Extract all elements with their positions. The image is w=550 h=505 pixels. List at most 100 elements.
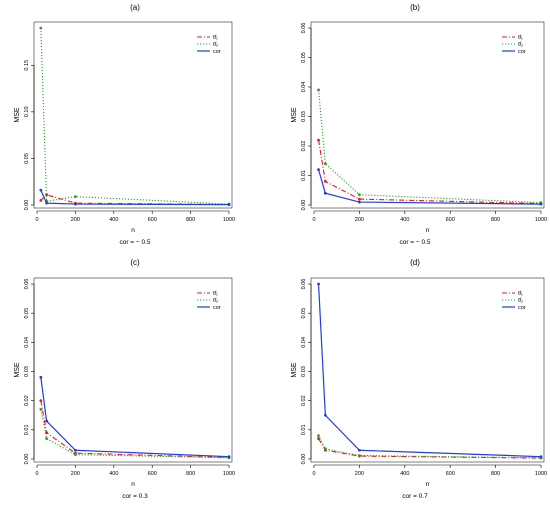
x-tick-label: 400 bbox=[109, 217, 118, 223]
x-tick-label: 0 bbox=[35, 471, 38, 477]
x-tick-label: 800 bbox=[186, 217, 195, 223]
x-tick-label: 600 bbox=[446, 471, 455, 477]
data-point-cor bbox=[323, 191, 327, 195]
x-axis-label: n bbox=[131, 481, 135, 488]
data-point-theta2 bbox=[323, 162, 327, 166]
y-tick-label: 0.00 bbox=[301, 200, 307, 211]
y-tick-label: 0.00 bbox=[301, 454, 307, 465]
panel-caption: cor = − 0.5 bbox=[119, 239, 150, 246]
data-point-cor bbox=[317, 282, 320, 286]
y-tick-label: 0.03 bbox=[301, 366, 307, 377]
y-tick-label: 0.00 bbox=[24, 200, 30, 211]
legend-label: cor bbox=[518, 49, 526, 55]
panel-title: (d) bbox=[410, 258, 420, 267]
y-tick-label: 0.05 bbox=[24, 308, 30, 319]
data-point-theta2 bbox=[39, 26, 43, 30]
x-tick-label: 200 bbox=[355, 471, 364, 477]
data-point-theta2 bbox=[317, 88, 320, 92]
data-point-theta1 bbox=[39, 399, 43, 403]
data-point-cor bbox=[39, 375, 43, 379]
x-axis-label: n bbox=[426, 481, 430, 488]
legend-label: θ̂₂ bbox=[518, 42, 523, 48]
panel-caption: cor = 0.3 bbox=[122, 493, 148, 500]
legend-label: cor bbox=[518, 305, 526, 311]
x-tick-label: 1000 bbox=[223, 471, 235, 477]
x-tick-label: 1000 bbox=[535, 471, 547, 477]
y-tick-label: 0.00 bbox=[24, 454, 30, 465]
series-line-theta2 bbox=[317, 89, 542, 204]
y-tick-label: 0.02 bbox=[301, 141, 307, 152]
plot-frame bbox=[33, 21, 233, 209]
data-point-cor bbox=[74, 448, 77, 452]
legend-label: θ̂₂ bbox=[213, 298, 218, 304]
x-tick-label: 800 bbox=[491, 217, 500, 223]
data-point-cor bbox=[323, 413, 327, 417]
x-tick-label: 1000 bbox=[535, 217, 547, 223]
y-tick-label: 0.04 bbox=[301, 337, 307, 348]
legend-label: cor bbox=[213, 49, 221, 55]
y-tick-label: 0.01 bbox=[24, 424, 30, 435]
x-tick-label: 200 bbox=[355, 217, 364, 223]
data-point-theta1 bbox=[39, 198, 43, 202]
x-tick-label: 400 bbox=[400, 217, 409, 223]
x-tick-label: 600 bbox=[148, 471, 157, 477]
data-point-theta1 bbox=[323, 180, 327, 183]
data-point-theta2 bbox=[74, 195, 77, 199]
y-tick-label: 0.03 bbox=[24, 366, 30, 377]
y-tick-label: 0.05 bbox=[301, 308, 307, 319]
x-tick-label: 0 bbox=[312, 471, 315, 477]
series-line-theta2 bbox=[40, 409, 230, 459]
legend-label: θ̂₁ bbox=[518, 291, 523, 297]
legend-label: cor bbox=[213, 305, 221, 311]
plot-frame bbox=[310, 21, 545, 209]
data-point-cor bbox=[539, 455, 543, 459]
data-point-cor bbox=[358, 448, 361, 452]
y-tick-label: 0.06 bbox=[24, 279, 30, 290]
x-tick-label: 800 bbox=[186, 471, 195, 477]
data-point-cor bbox=[358, 200, 361, 204]
y-axis-label: MSE bbox=[291, 362, 298, 378]
data-point-cor bbox=[45, 201, 48, 205]
y-tick-label: 0.03 bbox=[301, 111, 307, 122]
data-point-theta1 bbox=[358, 197, 361, 201]
x-tick-label: 1000 bbox=[223, 217, 235, 223]
y-tick-label: 0.15 bbox=[24, 60, 30, 71]
y-tick-label: 0.02 bbox=[24, 395, 30, 406]
y-tick-label: 0.01 bbox=[301, 424, 307, 435]
x-tick-label: 200 bbox=[71, 217, 80, 223]
series-line-theta1 bbox=[40, 400, 230, 459]
data-point-theta2 bbox=[323, 447, 327, 451]
data-point-theta2 bbox=[39, 408, 43, 411]
panel-caption: cor = 0.7 bbox=[402, 493, 428, 500]
x-tick-label: 400 bbox=[109, 471, 118, 477]
plot-frame bbox=[33, 277, 233, 463]
x-axis-label: n bbox=[426, 227, 430, 234]
data-point-theta2 bbox=[45, 437, 48, 440]
x-tick-label: 0 bbox=[35, 217, 38, 223]
y-tick-label: 0.06 bbox=[301, 23, 307, 34]
x-tick-label: 600 bbox=[446, 217, 455, 223]
x-tick-label: 200 bbox=[71, 471, 80, 477]
y-tick-label: 0.04 bbox=[301, 82, 307, 93]
x-tick-label: 0 bbox=[312, 217, 315, 223]
data-point-cor bbox=[74, 202, 77, 206]
data-point-theta2 bbox=[358, 193, 361, 197]
series-line-theta1 bbox=[318, 438, 542, 459]
legend-label: θ̂₂ bbox=[213, 42, 218, 48]
series-line-theta2 bbox=[40, 27, 230, 205]
legend-label: θ̂₁ bbox=[213, 35, 218, 41]
chart-panel-2: (b) 0.00 0.01 0.02 0.03 0.04 0.05 0.06 MSE 0 200 40… bbox=[291, 3, 547, 246]
chart-panel-4: (d) 0.00 0.01 0.02 0.03 0.04 0.05 0.06 MSE 0 200 40… bbox=[291, 258, 547, 500]
series-line-cor bbox=[40, 189, 230, 206]
panel-title: (c) bbox=[130, 258, 140, 267]
x-tick-label: 400 bbox=[400, 471, 409, 477]
data-point-theta2 bbox=[358, 454, 361, 457]
x-tick-label: 600 bbox=[148, 217, 157, 223]
data-point-cor bbox=[227, 203, 231, 207]
series-line-cor bbox=[317, 283, 542, 458]
y-axis-label: MSE bbox=[14, 107, 21, 123]
series-line-cor bbox=[317, 169, 542, 205]
panel-title: (b) bbox=[410, 3, 420, 12]
legend-label: θ̂₁ bbox=[518, 35, 523, 41]
chart-panel-3: (c) 0.00 0.01 0.02 0.03 0.04 0.05 0.06 MSE 0 200 40… bbox=[14, 258, 235, 500]
